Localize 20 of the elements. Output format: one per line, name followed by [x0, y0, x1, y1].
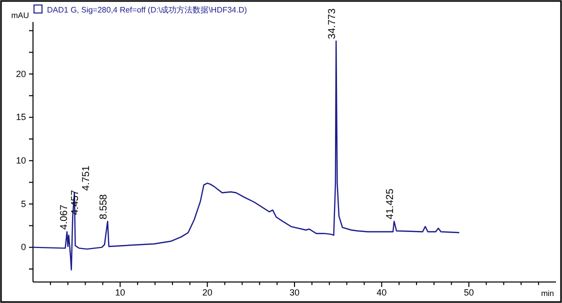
x-axis-title: min — [541, 289, 554, 298]
x-tick-label: 40 — [376, 287, 387, 298]
y-tick-label: 20 — [16, 68, 26, 79]
annotation: 8.558 — [98, 194, 110, 220]
y-axis-title: mAU — [11, 11, 30, 20]
annotation: 41.425 — [385, 188, 396, 220]
line-series — [32, 40, 460, 270]
x-tick-label: 50 — [464, 287, 474, 298]
annotation: 34.773 — [327, 8, 338, 40]
y-tick-label: 10 — [16, 156, 26, 166]
annotation: 4.067 — [58, 204, 70, 230]
x-tick-label: 20 — [202, 287, 212, 298]
annotation: 4.457 — [70, 190, 81, 215]
y-tick-label: 5 — [20, 198, 26, 209]
legend-label: DAD1 G, Sig=280,4 Ref=off (D:\成功方法数据\HDF34.D) — [47, 6, 248, 14]
y-tick-label: 0 — [20, 242, 26, 252]
x-tick-label: 30 — [289, 287, 300, 298]
annotation: 4.751 — [80, 165, 92, 191]
y-tick-label: 15 — [16, 112, 26, 122]
x-tick-label: 10 — [115, 287, 126, 298]
